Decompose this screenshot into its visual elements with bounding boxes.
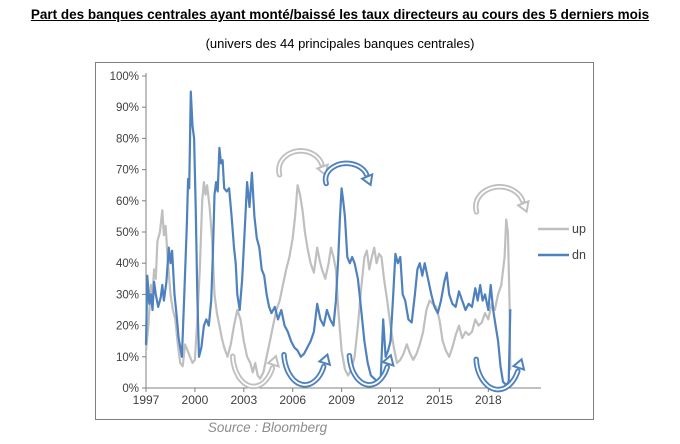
x-tick-label: 2003 [230, 393, 257, 407]
peak-arrowhead [360, 172, 374, 187]
peak-arrow-core [474, 185, 524, 213]
y-tick-label: 90% [116, 102, 139, 114]
y-tick-label: 30% [116, 289, 139, 301]
x-tick-label: 1997 [133, 393, 160, 407]
y-tick-label: 20% [116, 321, 139, 333]
chart-frame: 0% 10% 20% 30% 40% 50% 60% 70% 80% 90% 100% 1997 200… [95, 62, 594, 420]
x-tick-label: 2000 [182, 393, 209, 407]
x-tick-label: 2015 [426, 393, 453, 407]
y-tick-label: 0% [122, 383, 139, 395]
y-tick-label: 10% [116, 352, 139, 364]
trough-arrow-core [231, 355, 274, 388]
series-line-dn [144, 90, 512, 386]
peak-arrow-core [277, 150, 323, 176]
trough-arrow-outline [281, 352, 327, 388]
peak-arrowhead [516, 199, 530, 214]
y-tick-label: 50% [116, 227, 139, 239]
page-title: Part des banques centrales ayant monté/b… [30, 7, 650, 22]
peak-arrow-outline [472, 184, 526, 215]
trough-arrow-core [348, 354, 389, 386]
trough-arrowhead [317, 352, 332, 367]
x-tick-label: 2018 [475, 393, 502, 407]
peak-arrow-core [324, 162, 368, 185]
page-subtitle: (univers des 44 principales banques cent… [205, 36, 475, 51]
trough-arrow-core [283, 353, 325, 386]
source-caption: Source : Bloomberg [207, 420, 328, 435]
x-tick-label: 2012 [377, 393, 404, 407]
trough-arrowhead [511, 357, 526, 372]
legend-label-dn: dn [572, 248, 586, 262]
trough-arrow-outline [473, 356, 521, 393]
trough-arrowhead [266, 354, 281, 368]
y-tick-label: 80% [116, 133, 139, 145]
y-tick-label: 60% [116, 196, 139, 208]
x-tick-label: 2006 [279, 393, 306, 407]
y-tick-label: 100% [110, 71, 139, 83]
y-tick-label: 40% [116, 258, 139, 270]
trough-arrowhead [380, 353, 395, 367]
x-tick-label: 2009 [328, 393, 355, 407]
trough-arrow-core [475, 358, 519, 391]
legend-label-up: up [572, 222, 586, 236]
series-line-up [144, 180, 512, 380]
line-chart: 0% 10% 20% 30% 40% 50% 60% 70% 80% 90% 100% 1997 200… [110, 71, 586, 407]
y-tick-label: 70% [116, 165, 139, 177]
peak-arrow-outline [276, 148, 325, 178]
